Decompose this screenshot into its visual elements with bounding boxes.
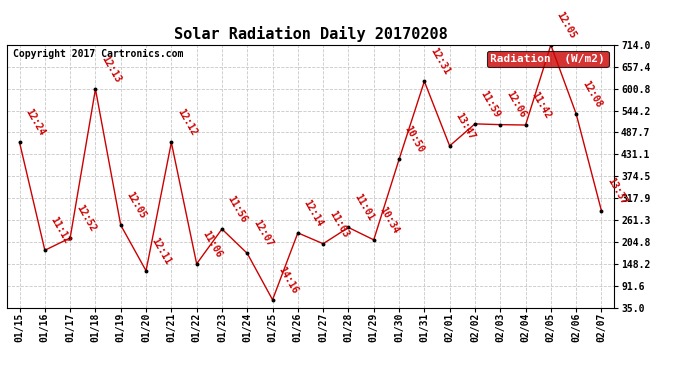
Text: 12:12: 12:12 <box>175 107 199 138</box>
Text: 12:13: 12:13 <box>99 54 123 84</box>
Point <box>293 230 304 236</box>
Text: 11:06: 11:06 <box>201 229 224 259</box>
Legend: Radiation  (W/m2): Radiation (W/m2) <box>487 51 609 67</box>
Point <box>115 222 126 228</box>
Point <box>444 143 455 149</box>
Point <box>393 156 404 162</box>
Text: 11:59: 11:59 <box>479 89 502 119</box>
Point <box>596 208 607 214</box>
Text: 12:07: 12:07 <box>251 218 275 249</box>
Text: 13:37: 13:37 <box>605 176 629 206</box>
Text: 12:14: 12:14 <box>302 198 325 228</box>
Text: 11:42: 11:42 <box>529 90 553 120</box>
Point <box>90 86 101 92</box>
Point <box>343 225 354 231</box>
Text: 11:12: 11:12 <box>48 215 72 246</box>
Point <box>39 247 50 253</box>
Point <box>14 140 25 146</box>
Point <box>368 237 380 243</box>
Point <box>217 226 228 232</box>
Text: 12:31: 12:31 <box>428 46 451 76</box>
Text: 11:01: 11:01 <box>353 192 375 223</box>
Text: 14:16: 14:16 <box>276 265 299 295</box>
Text: 12:52: 12:52 <box>74 203 97 233</box>
Point <box>520 122 531 128</box>
Point <box>419 78 430 84</box>
Point <box>241 251 253 257</box>
Text: 12:08: 12:08 <box>580 79 603 109</box>
Text: Copyright 2017 Cartronics.com: Copyright 2017 Cartronics.com <box>13 49 184 59</box>
Point <box>545 42 556 48</box>
Text: 11:03: 11:03 <box>327 209 351 239</box>
Point <box>141 268 152 274</box>
Point <box>317 241 328 247</box>
Point <box>469 121 480 127</box>
Text: 12:11: 12:11 <box>150 236 173 266</box>
Text: 10:34: 10:34 <box>377 205 401 235</box>
Point <box>267 297 278 303</box>
Point <box>65 235 76 241</box>
Point <box>166 140 177 146</box>
Title: Solar Radiation Daily 20170208: Solar Radiation Daily 20170208 <box>174 27 447 42</box>
Text: 10:50: 10:50 <box>403 124 426 155</box>
Point <box>191 261 202 267</box>
Point <box>495 122 506 128</box>
Text: 13:47: 13:47 <box>453 111 477 141</box>
Text: 11:56: 11:56 <box>226 194 249 224</box>
Point <box>571 111 582 117</box>
Text: 12:06: 12:06 <box>504 90 527 120</box>
Text: 12:05: 12:05 <box>125 190 148 220</box>
Text: 12:05: 12:05 <box>555 10 578 40</box>
Text: 12:24: 12:24 <box>23 107 47 138</box>
